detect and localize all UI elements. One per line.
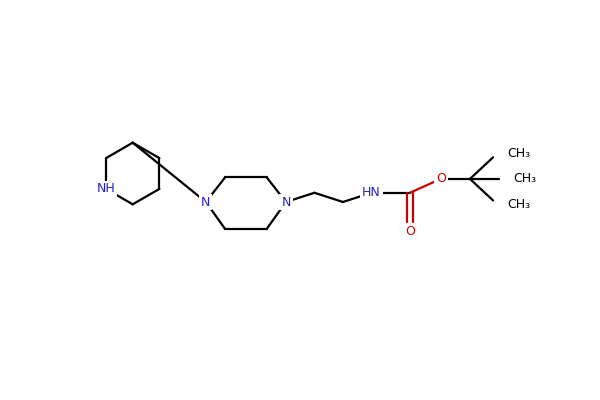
Text: N: N [201,196,211,208]
Text: CH₃: CH₃ [507,147,530,160]
Text: HN: HN [362,186,381,199]
Text: O: O [436,172,446,186]
Text: N: N [281,196,290,208]
Text: CH₃: CH₃ [507,198,530,211]
Text: NH: NH [97,182,115,196]
Text: CH₃: CH₃ [513,172,536,186]
Text: O: O [405,225,415,238]
